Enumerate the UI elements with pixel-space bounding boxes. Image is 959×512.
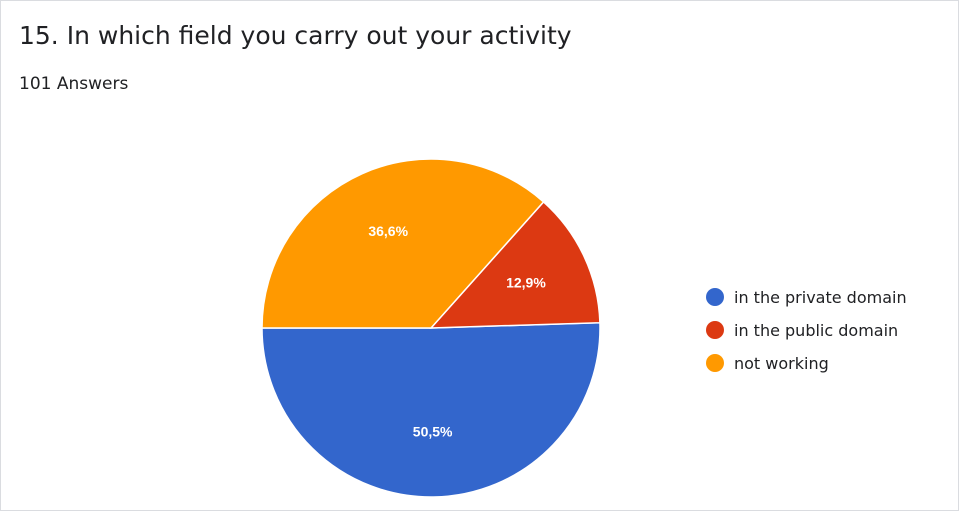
slice-private-domain[interactable] (261, 321, 601, 498)
slice-not-working[interactable] (261, 158, 545, 329)
slice-label-private-domain: 50,5% (413, 423, 453, 439)
slice-public-domain[interactable] (429, 200, 601, 329)
chart-legend: in the private domain in the public doma… (706, 285, 907, 384)
legend-label: in the public domain (734, 320, 899, 340)
legend-item-not-working[interactable]: not working (706, 351, 907, 375)
legend-swatch (706, 354, 724, 372)
legend-swatch (706, 288, 724, 306)
chart-title: 15. In which field you carry out your ac… (19, 21, 572, 50)
slice-label-not-working: 36,6% (368, 223, 408, 239)
legend-label: in the private domain (734, 287, 907, 307)
answer-count: 101 Answers (19, 74, 129, 94)
legend-swatch (706, 321, 724, 339)
legend-item-private-domain[interactable]: in the private domain (706, 285, 907, 309)
legend-item-public-domain[interactable]: in the public domain (706, 318, 907, 342)
slice-label-public-domain: 12,9% (506, 274, 546, 290)
legend-label: not working (734, 353, 829, 373)
